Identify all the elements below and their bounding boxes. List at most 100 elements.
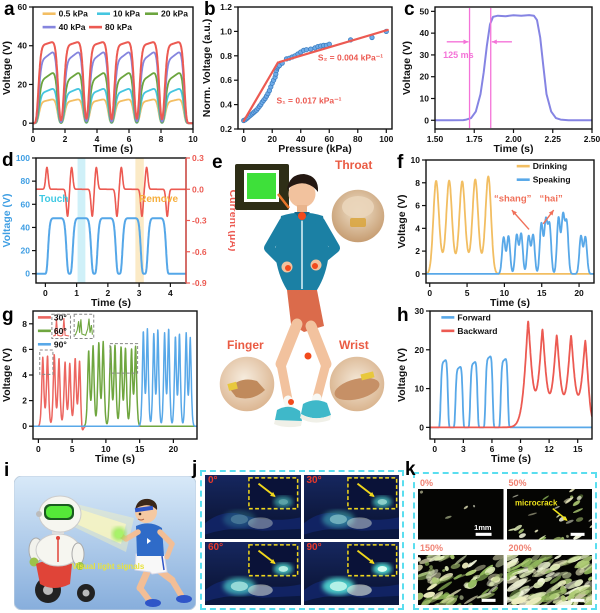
svg-text:20: 20 xyxy=(415,345,425,355)
svg-text:Drinking: Drinking xyxy=(533,161,567,171)
svg-text:0: 0 xyxy=(432,444,437,454)
svg-text:15: 15 xyxy=(537,288,547,298)
svg-text:0.6: 0.6 xyxy=(220,75,232,85)
svg-text:80: 80 xyxy=(21,176,31,186)
svg-text:20 kPa: 20 kPa xyxy=(161,9,188,19)
micrograph-2: 150% xyxy=(418,542,504,605)
svg-text:Voltage (V): Voltage (V) xyxy=(396,194,408,248)
micrograph-0: 0% 1mm xyxy=(418,477,504,540)
wrist-label: Wrist xyxy=(339,338,369,352)
bending-photo-3: 90° xyxy=(303,541,399,605)
svg-text:20: 20 xyxy=(21,246,31,256)
chart-bending-angles: 0 5 10 15 20 0 2 4 6 8 Time (s) Voltage (V) 30° 60° 90… xyxy=(0,305,203,465)
robot-runner-cartoon xyxy=(14,476,196,610)
panel-letter-a: a xyxy=(4,0,15,20)
panel-letter-d: d xyxy=(2,150,14,171)
panel-letter-i: i xyxy=(4,460,10,481)
chart-drinking-speaking: 0 5 10 15 20 0 2 4 6 8 10 Time (s) Voltage (V) “shang… xyxy=(395,152,600,309)
svg-text:10 kPa: 10 kPa xyxy=(113,9,140,19)
chart-svg-b: 0 20 40 60 80 100 0.2 0.4 0.6 0.8 1.0 1.2 Pressure (… xyxy=(201,2,394,155)
svg-text:0: 0 xyxy=(43,288,48,298)
panel-letter-g: g xyxy=(2,305,14,326)
svg-text:2: 2 xyxy=(106,288,111,298)
running-boy xyxy=(112,498,192,607)
svg-text:8: 8 xyxy=(415,178,420,188)
svg-text:2: 2 xyxy=(63,134,68,144)
svg-text:50: 50 xyxy=(420,6,430,16)
strain-label: 150% xyxy=(420,543,444,553)
svg-text:Pressure (kPa): Pressure (kPa) xyxy=(278,143,352,155)
svg-text:“hai”: “hai” xyxy=(539,194,562,205)
svg-text:10: 10 xyxy=(188,134,198,144)
svg-text:20: 20 xyxy=(267,134,277,144)
el-device-photo xyxy=(235,164,290,210)
chart-touch-remove-dual-axis: 0 1 2 3 4 0 20 40 60 80 100 0.3 0.0 -0.3 -0.6 -0.9 Time … xyxy=(0,152,235,309)
svg-text:30°: 30° xyxy=(54,312,67,322)
svg-text:Voltage (V): Voltage (V) xyxy=(1,348,13,402)
svg-text:125 ms: 125 ms xyxy=(443,50,474,60)
strain-label: 0% xyxy=(420,477,434,488)
svg-text:10: 10 xyxy=(420,94,430,104)
bending-photo-1: 30° xyxy=(303,475,399,539)
chart-svg-h: 0 3 6 9 12 15 0 10 20 30 Time (s) Voltage (V) Forwar… xyxy=(396,306,593,465)
svg-text:1: 1 xyxy=(74,288,79,298)
svg-text:4: 4 xyxy=(168,288,173,298)
svg-text:S₂ = 0.004 kPa⁻¹: S₂ = 0.004 kPa⁻¹ xyxy=(318,52,383,62)
svg-text:12: 12 xyxy=(544,444,554,454)
panel-body-sensor-illustration: Throat Finger Wrist xyxy=(205,152,397,464)
panel-bending-photos: 0° 30° 60° 90° xyxy=(200,470,404,610)
svg-text:80: 80 xyxy=(353,134,363,144)
svg-text:0.5 kPa: 0.5 kPa xyxy=(59,9,89,19)
svg-text:0: 0 xyxy=(419,422,424,432)
svg-text:10: 10 xyxy=(415,384,425,394)
svg-text:Current (μA): Current (μA) xyxy=(227,190,235,252)
svg-text:0.3: 0.3 xyxy=(192,153,204,163)
svg-text:“shang”: “shang” xyxy=(494,194,532,205)
finger-label: Finger xyxy=(227,338,264,352)
svg-text:0: 0 xyxy=(22,118,27,128)
svg-text:Voltage (V): Voltage (V) xyxy=(396,348,408,402)
svg-text:2.25: 2.25 xyxy=(544,134,561,144)
chart-pressure-voltage-cycles: 0 2 4 6 8 10 0 20 40 60 Time (s) Voltage (V) 0.5 kPa… xyxy=(0,2,200,155)
svg-text:2: 2 xyxy=(415,246,420,256)
runner-illustration xyxy=(218,164,386,428)
svg-text:S₁ = 0.017 kPa⁻¹: S₁ = 0.017 kPa⁻¹ xyxy=(277,96,342,106)
svg-text:6: 6 xyxy=(127,134,132,144)
svg-text:20: 20 xyxy=(18,79,28,89)
panel-letter-c: c xyxy=(404,0,415,20)
svg-text:40: 40 xyxy=(18,41,28,51)
panel-letter-b: b xyxy=(204,0,216,20)
micrograph-grid: 0% 1mm 50% microcrack 150% 200% xyxy=(418,477,592,605)
svg-text:4: 4 xyxy=(415,223,420,233)
svg-text:1mm: 1mm xyxy=(474,523,492,532)
svg-text:Time (s): Time (s) xyxy=(93,143,133,155)
robot xyxy=(28,495,95,603)
svg-text:2.00: 2.00 xyxy=(505,134,522,144)
svg-text:0: 0 xyxy=(25,269,30,279)
bending-angle-label: 90° xyxy=(306,541,322,553)
panel-letter-e: e xyxy=(212,152,223,173)
chart-svg-a: 0 2 4 6 8 10 0 20 40 60 Time (s) Voltage (V) 0.5 kPa… xyxy=(1,2,198,155)
svg-text:2: 2 xyxy=(22,396,27,406)
svg-text:100: 100 xyxy=(379,134,393,144)
svg-text:10: 10 xyxy=(101,444,111,454)
svg-text:60: 60 xyxy=(325,134,335,144)
svg-text:-0.6: -0.6 xyxy=(192,247,207,257)
svg-text:9: 9 xyxy=(518,444,523,454)
svg-text:10: 10 xyxy=(411,155,421,165)
svg-text:Voltage (V): Voltage (V) xyxy=(401,41,413,95)
svg-text:0: 0 xyxy=(415,269,420,279)
runner-figure xyxy=(264,174,340,428)
throat-label: Throat xyxy=(335,158,373,172)
bending-photo-grid: 0° 30° 60° 90° xyxy=(205,475,399,605)
svg-text:1.2: 1.2 xyxy=(220,2,232,12)
svg-text:0.2: 0.2 xyxy=(220,124,232,134)
svg-text:Speaking: Speaking xyxy=(533,175,571,185)
svg-text:60: 60 xyxy=(21,199,31,209)
svg-text:4: 4 xyxy=(95,134,100,144)
panel-letter-h: h xyxy=(397,305,409,326)
chart-response-time: 1.50 1.75 2.00 2.25 2.50 0 10 20 30 40 50 Time (s) V… xyxy=(400,2,600,155)
